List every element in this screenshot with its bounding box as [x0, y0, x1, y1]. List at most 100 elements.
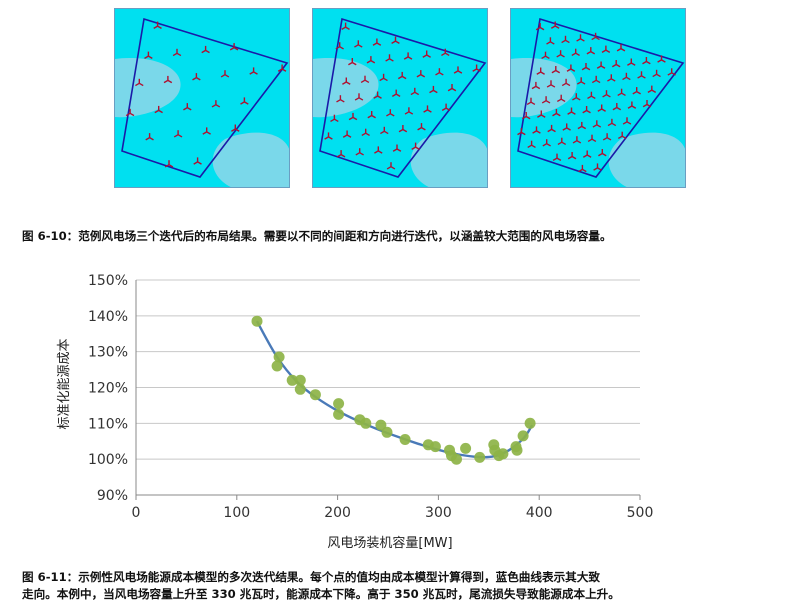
turbine-icon [231, 124, 240, 132]
turbine-icon [361, 128, 370, 137]
data-point [309, 389, 321, 401]
turbine-icon [578, 164, 587, 173]
turbine-icon [531, 81, 541, 90]
turbine-icon [552, 109, 561, 117]
turbine-icon [183, 103, 192, 111]
x-tick-label: 400 [526, 505, 553, 521]
tick-labels: 90% 100% 110% 120% 130% 140% 150% 0 100 200 300 400… [88, 273, 653, 521]
caption-line-2: 走向。本例中，当风电场容量上升至 330 兆瓦时，能源成本下降。高于 350 兆… [22, 587, 620, 601]
turbine-icon [341, 22, 350, 30]
turbine-icon [596, 61, 606, 69]
turbine-group [125, 21, 287, 168]
turbine-icon [354, 40, 363, 48]
data-point [360, 417, 372, 429]
turbine-icon [552, 153, 562, 161]
turbine-icon [354, 93, 364, 101]
turbine-icon [567, 107, 576, 115]
turbine-group [517, 21, 676, 173]
turbine-icon [125, 108, 135, 117]
turbine-icon [537, 110, 546, 118]
turbine-icon [348, 58, 357, 66]
turbine-icon [441, 103, 451, 111]
data-point [286, 374, 298, 386]
turbine-icon [616, 44, 626, 52]
turbine-icon [576, 34, 585, 42]
turbine-icon [602, 90, 611, 98]
y-tick-label: 120% [88, 381, 128, 397]
x-axis-label: 风电场装机容量[MW] [327, 535, 452, 551]
turbine-icon [336, 95, 345, 103]
data-point [294, 374, 306, 386]
turbine-icon [593, 163, 602, 171]
turbine-icon [657, 55, 666, 63]
turbine-icon [597, 104, 606, 112]
data-point [273, 351, 285, 363]
turbine-icon [391, 36, 400, 44]
data-point [251, 315, 263, 327]
turbine-icon [153, 21, 162, 29]
turbine-icon [472, 64, 481, 72]
turbine-icon [627, 58, 636, 66]
turbine-icon [398, 125, 408, 133]
turbine-icon [416, 70, 426, 78]
turbine-icon [581, 63, 591, 71]
shallow-area [608, 132, 685, 187]
shallow-area [115, 58, 181, 118]
shallow-area [313, 58, 379, 118]
caption-line-1: 图 6-11：示例性风电场能源成本模型的多次迭代结果。每个点的值均由成本模型计算… [22, 570, 600, 584]
turbine-icon [622, 72, 631, 81]
turbine-icon [622, 117, 632, 125]
turbine-icon [572, 93, 581, 101]
turbine-icon [192, 73, 201, 81]
cost-chart: 90% 100% 110% 120% 130% 140% 150% 0 100 200 300 400… [57, 273, 653, 551]
turbine-icon [211, 100, 221, 108]
x-tick-label: 200 [324, 505, 351, 521]
chart-axes [135, 280, 641, 500]
turbine-icon [601, 45, 611, 53]
turbine-icon [410, 87, 420, 96]
turbine-icon [577, 121, 587, 130]
turbine-icon [335, 42, 344, 50]
turbine-icon [379, 73, 388, 82]
turbine-icon [587, 91, 596, 100]
turbine-icon [249, 67, 258, 75]
turbine-icon [453, 66, 463, 74]
turbine-icon [542, 139, 551, 147]
turbine-icon [550, 21, 560, 29]
data-point [524, 417, 536, 429]
turbine-icon [546, 37, 555, 45]
data-point [517, 430, 529, 442]
turbine-icon [172, 48, 182, 57]
turbine-icon [667, 68, 676, 76]
turbine-icon [532, 126, 541, 134]
turbine-icon [164, 160, 174, 168]
data-point [511, 444, 523, 456]
turbine-icon [447, 84, 457, 92]
turbine-icon [612, 103, 622, 111]
turbine-icon [404, 107, 414, 115]
turbine-icon [551, 66, 561, 74]
turbine-icon [541, 51, 550, 60]
turbine-icon [642, 57, 651, 65]
turbine-icon [324, 132, 333, 140]
x-tick-label: 300 [425, 505, 452, 521]
data-point [333, 398, 345, 410]
turbine-icon [586, 47, 596, 55]
turbine-icon [163, 75, 173, 84]
data-point [460, 442, 472, 454]
turbine-icon [617, 88, 626, 97]
turbine-icon [591, 32, 600, 41]
data-point [399, 434, 411, 445]
turbine-icon [535, 23, 545, 31]
turbine-icon [429, 85, 438, 94]
turbine-icon [652, 69, 661, 78]
turbine-icon [517, 127, 526, 136]
turbine-icon [423, 105, 432, 113]
turbine-icon [386, 109, 395, 117]
turbine-icon [576, 77, 586, 85]
turbine-icon [342, 77, 351, 85]
turbine-icon [617, 131, 627, 140]
turbine-icon [556, 50, 565, 58]
data-point [375, 419, 387, 431]
x-tick-label: 500 [627, 505, 654, 521]
